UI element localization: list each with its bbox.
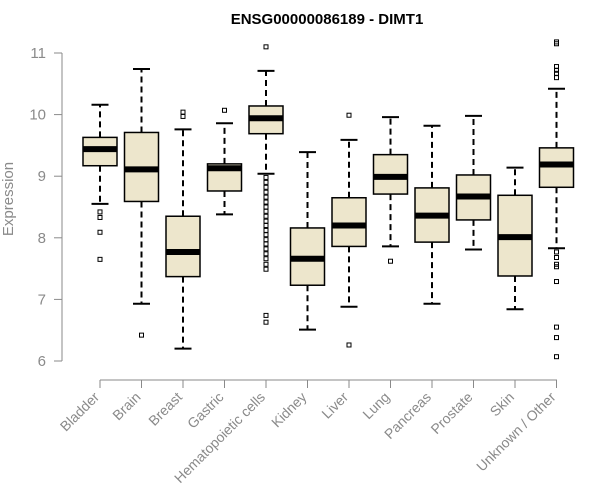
y-tick-label: 8 (38, 230, 46, 247)
outlier-point (263, 251, 269, 257)
outlier-point (554, 67, 559, 73)
x-tick-label: Breast (145, 389, 185, 429)
outlier-point (554, 249, 559, 255)
outlier-point (388, 258, 393, 264)
outlier-point (554, 264, 559, 270)
outlier-point (139, 332, 144, 338)
x-tick-label: Skin (487, 389, 518, 420)
outlier-point (263, 213, 269, 219)
outlier-point (346, 112, 352, 118)
outlier-point (263, 312, 269, 318)
outlier-point (263, 227, 269, 233)
box-gastric (206, 107, 243, 216)
outlier-point (263, 222, 269, 228)
y-tick-label: 9 (38, 168, 46, 185)
y-tick-label: 6 (38, 353, 46, 370)
outlier-point (263, 246, 269, 252)
outlier-point (554, 279, 559, 285)
box-unknown-other (538, 39, 575, 360)
outlier-point (263, 241, 269, 247)
outlier-point (263, 189, 269, 195)
box-iqr (165, 215, 201, 278)
box-brain (123, 68, 160, 338)
outlier-point (263, 194, 269, 200)
x-tick-label: Liver (318, 389, 351, 422)
outlier-point (97, 229, 103, 235)
y-axis-label: Expression (0, 162, 17, 236)
x-tick-label: Prostate (427, 389, 475, 437)
x-tick-label: Unknown / Other (473, 389, 559, 475)
outlier-point (346, 342, 352, 348)
box-kidney (289, 151, 326, 331)
box-liver (331, 112, 367, 348)
outlier-point (222, 107, 227, 113)
x-tick-label: Kidney (268, 389, 310, 431)
outlier-point (263, 208, 269, 214)
outlier-point (263, 232, 269, 238)
y-tick-label: 11 (30, 45, 46, 62)
y-tick-label: 7 (38, 291, 46, 308)
outlier-point (263, 44, 269, 50)
outlier-point (263, 266, 269, 272)
outlier-point (554, 324, 559, 330)
boxes (82, 39, 575, 360)
outlier-point (263, 184, 269, 190)
y-ticks: 6 7 8 9 10 11 (29, 45, 62, 370)
outlier-point (263, 256, 269, 262)
outlier-point (97, 214, 103, 220)
box-bladder (82, 103, 118, 262)
outlier-point (263, 261, 269, 267)
outlier-point (554, 335, 559, 341)
box-hematopoietic-cells (248, 44, 284, 325)
box-iqr (538, 147, 575, 189)
outlier-point (554, 255, 559, 261)
box-breast (165, 109, 201, 350)
chart-title: ENSG00000086189 - DIMT1 (231, 11, 424, 28)
outlier-point (263, 319, 269, 325)
outlier-point (554, 41, 559, 47)
outlier-point (263, 218, 269, 224)
x-tick-label: Brain (109, 389, 143, 423)
box-skin (497, 166, 533, 311)
outlier-point (554, 354, 559, 360)
outlier-point (263, 199, 269, 205)
outlier-point (180, 109, 186, 115)
y-tick-label: 10 (29, 107, 46, 124)
outlier-point (263, 179, 269, 185)
outlier-point (263, 237, 269, 243)
outlier-point (263, 204, 269, 210)
box-pancreas (414, 124, 450, 305)
outlier-point (180, 113, 186, 119)
x-tick-label: Bladder (57, 389, 103, 435)
outlier-point (97, 256, 103, 262)
box-prostate (455, 114, 492, 251)
box-lung (372, 116, 409, 264)
outlier-point (97, 209, 103, 215)
outlier-point (263, 174, 269, 180)
box-iqr (331, 197, 367, 248)
outlier-point (554, 75, 559, 81)
x-tick-label: Lung (359, 389, 392, 422)
